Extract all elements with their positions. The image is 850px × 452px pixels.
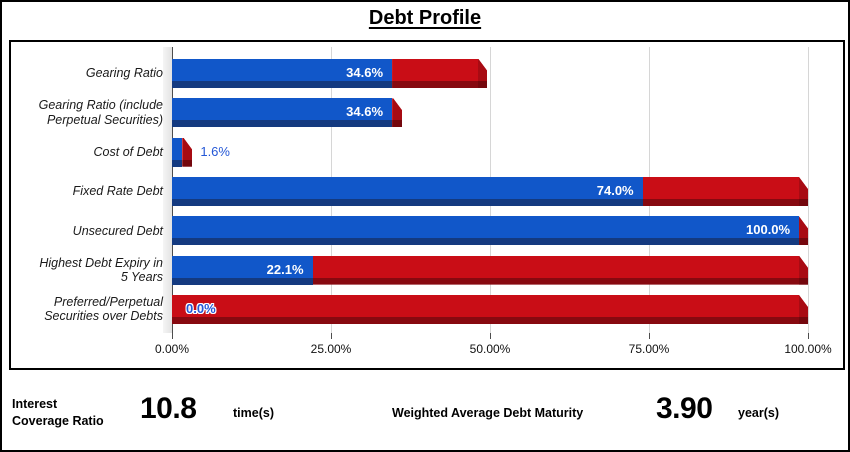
weighted-average-debt-maturity-label: Weighted Average Debt Maturity [392,406,584,420]
axis-tick-label: 50.00% [469,342,511,356]
bar-segment-blue [172,98,393,128]
category-label: Fixed Rate Debt [72,184,163,199]
bar-row [172,216,808,246]
category-label: Highest Debt Expiry in 5 Years [39,255,163,285]
value-label: 1.6% [200,143,230,159]
weighted-average-debt-maturity-value: 3.90 [656,392,713,425]
category-label: Cost of Debt [93,144,163,159]
axis-tick [808,333,809,339]
bar-segment-red [799,216,808,245]
bar-row [172,255,808,285]
bar-segment-red [172,295,808,324]
axis-tick-label: 100.00% [784,342,832,356]
category-label: Gearing Ratio (include Perpetual Securiti… [38,98,163,127]
axis-tick-label: 25.00% [310,342,352,356]
bar-row [172,137,192,167]
bar-row [172,98,402,128]
category-label: Preferred/Perpetual Securities over Debts [44,294,163,324]
value-label: 34.6% [346,104,384,120]
interest-coverage-ratio-value: 10.8 [140,392,197,425]
category-label: Gearing Ratio [85,66,163,81]
axis-tick [172,333,173,339]
axis-tick-label: 75.00% [628,342,670,356]
value-label: 0.0% [186,300,216,316]
value-label: 74.0% [596,182,634,198]
bar-segment-red [392,98,402,127]
category-label: Unsecured Debt [72,223,163,238]
axis-tick [490,333,491,339]
bar-segment-red [313,256,808,285]
bar-segment-blue [172,137,183,167]
bar-segment-blue [172,176,643,206]
weighted-average-debt-maturity-unit: year(s) [738,406,779,420]
bar-segment-red [643,177,808,206]
bar-segment-red [392,59,487,88]
gridline [808,47,809,333]
bar-row [172,295,808,324]
kpi-footer: Interest Coverage Ratio 10.8 time(s) Wei… [2,370,848,450]
interest-coverage-ratio-label: Interest Coverage Ratio [12,397,104,428]
interest-coverage-ratio-unit: time(s) [233,406,274,420]
value-label: 22.1% [266,261,304,277]
axis-tick [649,333,650,339]
bar-segment-blue [172,216,800,246]
value-label: 34.6% [346,65,384,80]
plot-area: 34.6% 34.6% 1.6% 74.0% 100.0% 22.1% 0.0% 0.00%… [11,42,843,368]
chart-box: 34.6% 34.6% 1.6% 74.0% 100.0% 22.1% 0.0% 0.00%… [9,40,845,370]
bar-segment-red [182,138,192,167]
axis-tick-label: 0.00% [154,342,190,356]
page-title: Debt Profile [368,7,482,29]
bar-row [172,59,487,88]
value-label: 100.0% [746,222,791,238]
bar-segment-blue [172,59,393,88]
bar-row [172,176,808,206]
axis-tick [331,333,332,339]
chart-3d-wall [163,47,172,333]
bar-segment-blue [172,255,313,285]
